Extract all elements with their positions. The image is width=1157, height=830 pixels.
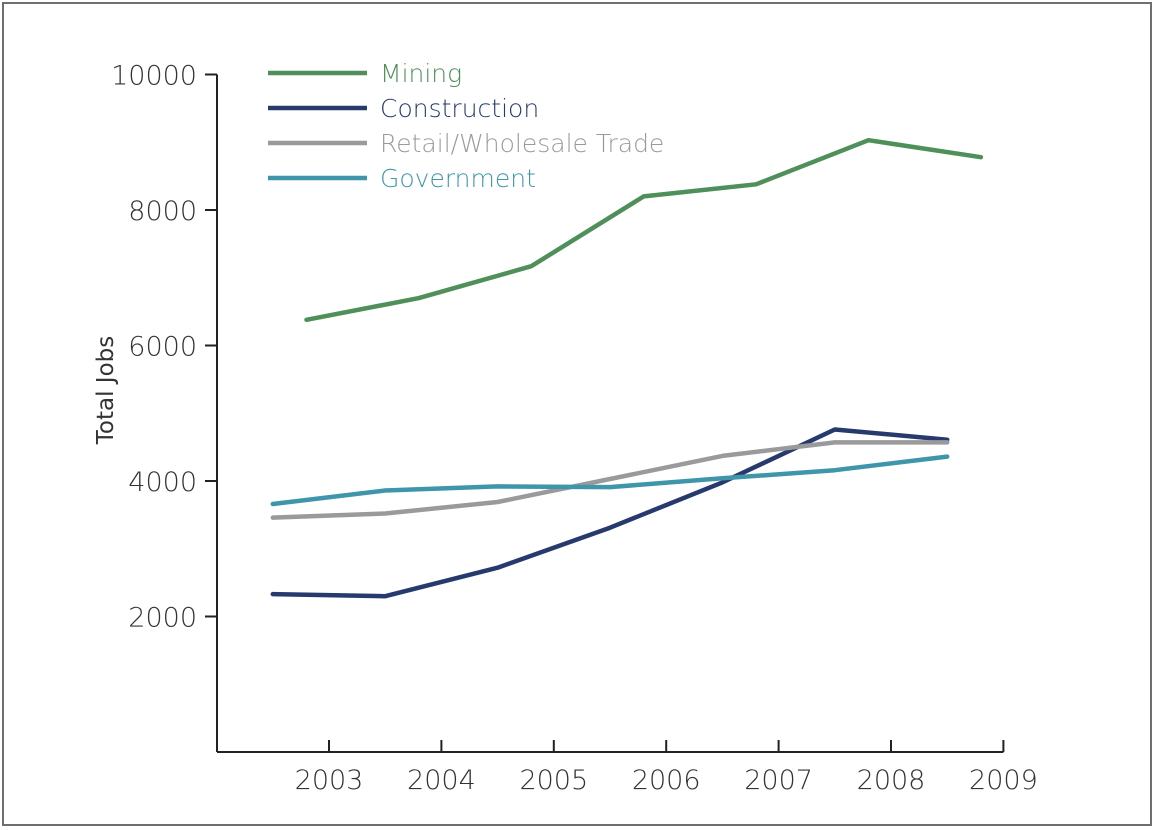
y-tick-label: 6000: [128, 332, 197, 363]
legend-label-retail-wholesale-trade: Retail/Wholesale Trade: [380, 129, 664, 158]
y-axis-label: Total Jobs: [93, 336, 119, 445]
x-tick-label: 2003: [295, 765, 364, 796]
x-tick-label: 2004: [407, 765, 476, 796]
x-tick-label: 2007: [744, 765, 813, 796]
x-tick-label: 2005: [519, 765, 588, 796]
x-tick-label: 2008: [857, 765, 926, 796]
series-line-retail-wholesale-trade: [270, 440, 950, 520]
y-tick-label: 2000: [128, 603, 197, 634]
legend: Mining Construction Retail/Wholesale Trade…: [268, 59, 664, 193]
y-tick-label: 10000: [111, 61, 197, 92]
series-line-mining: [304, 137, 984, 323]
series-line-government: [270, 454, 950, 507]
y-tick-label: 4000: [128, 467, 197, 498]
y-tick-label: 8000: [128, 196, 197, 227]
legend-label-construction: Construction: [380, 94, 539, 123]
legend-label-mining: Mining: [380, 59, 462, 88]
legend-label-government: Government: [380, 164, 536, 193]
series-line-construction: [270, 427, 950, 599]
x-tick-label: 2006: [632, 765, 701, 796]
series-lines: [270, 137, 984, 599]
x-tick-label: 2009: [969, 765, 1038, 796]
axes: 2000 4000 6000 8000 10000 2003 2004 2005 2006 200…: [111, 61, 1038, 797]
